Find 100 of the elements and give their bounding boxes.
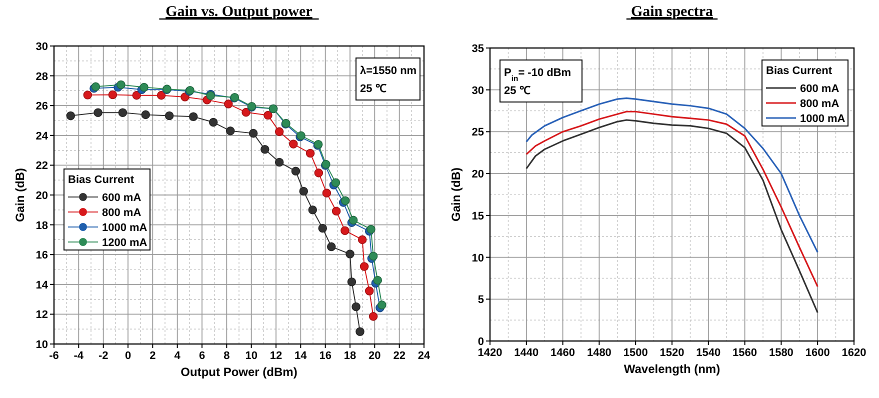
x-tick-label: 10 — [245, 350, 258, 362]
point — [264, 110, 272, 120]
y-tick-label: 24 — [36, 130, 49, 142]
point — [226, 126, 235, 136]
x-axis-title: Wavelength (nm) — [624, 362, 720, 376]
point — [66, 111, 76, 120]
x-tick-label: 22 — [393, 350, 406, 362]
point — [364, 286, 374, 296]
annotation: P$_{in}$= -10 dBm — [504, 67, 572, 82]
x-axis-title: Output Power (dBm) — [180, 365, 298, 379]
point — [332, 206, 341, 216]
point — [322, 188, 332, 198]
point — [116, 80, 126, 90]
point — [373, 276, 382, 285]
point — [346, 250, 354, 258]
y-tick-label: 30 — [36, 41, 48, 53]
annotation: 25 ℃ — [504, 85, 530, 97]
point — [180, 92, 190, 102]
x-tick-label: 24 — [418, 350, 431, 362]
point — [288, 140, 298, 148]
point — [352, 302, 360, 312]
point — [368, 252, 378, 260]
point — [299, 186, 308, 196]
x-tick-label: 1420 — [478, 347, 502, 359]
y-tick-label: 10 — [36, 339, 48, 351]
x-tick-label: 12 — [270, 350, 282, 362]
y-tick-label: 5 — [478, 294, 484, 306]
point — [83, 90, 92, 100]
point — [118, 108, 128, 118]
legend-label: 800 mA — [102, 207, 142, 219]
chart-title: Gain vs. Output power — [166, 4, 313, 20]
legend-label: 1000 mA — [800, 113, 846, 125]
x-tick-label: 2 — [150, 350, 156, 362]
point — [318, 224, 328, 233]
point — [331, 178, 340, 188]
point — [314, 168, 324, 178]
x-tick-label: 1480 — [586, 347, 612, 359]
y-axis-title: Gain (dB) — [449, 168, 463, 222]
x-tick-label: 8 — [224, 350, 230, 362]
y-tick-label: 16 — [36, 250, 48, 262]
x-tick-label: 1520 — [660, 347, 684, 359]
point — [368, 312, 378, 321]
y-tick-label: 10 — [472, 252, 484, 264]
y-tick-label: 12 — [36, 309, 48, 322]
point — [274, 158, 284, 167]
y-tick-label: 26 — [36, 100, 48, 113]
y-axis-title: Gain (dB) — [13, 168, 27, 222]
point — [347, 277, 356, 286]
point — [224, 100, 233, 108]
legend-label: 600 mA — [800, 83, 840, 95]
legend-title: Bias Current — [68, 174, 134, 186]
point — [132, 90, 142, 100]
x-tick-label: 1560 — [732, 347, 758, 359]
point — [260, 145, 270, 154]
x-tick-label: 1500 — [623, 347, 648, 359]
point — [156, 90, 166, 100]
y-tick-label: 30 — [472, 84, 484, 97]
point — [340, 226, 350, 236]
x-tick-label: 6 — [198, 350, 206, 362]
point — [108, 90, 118, 100]
x-tick-label: 14 — [294, 350, 308, 362]
point — [360, 262, 369, 271]
y-tick-label: 14 — [36, 279, 49, 292]
point — [308, 206, 318, 214]
legend-label: 800 mA — [800, 98, 840, 110]
point — [378, 300, 386, 310]
point — [208, 118, 218, 127]
point — [140, 82, 148, 92]
y-tick-label: 22 — [36, 160, 48, 172]
point — [326, 242, 336, 252]
point — [242, 108, 250, 117]
point — [306, 148, 315, 158]
annotation: λ=1550 nm — [360, 65, 417, 77]
chart-title: Gain spectra — [630, 4, 714, 20]
point — [248, 128, 258, 138]
y-tick-label: 20 — [36, 190, 48, 202]
x-tick-label: 1600 — [805, 347, 830, 359]
x-tick-label: 0 — [124, 350, 132, 362]
x-tick-label: 16 — [319, 350, 332, 362]
point — [188, 112, 198, 122]
x-tick-label: -6 — [49, 350, 59, 362]
y-tick-label: 25 — [472, 126, 484, 139]
y-tick-label: 35 — [472, 43, 484, 55]
x-tick-label: 1580 — [768, 347, 794, 359]
y-tick-label: 18 — [36, 220, 48, 232]
point — [358, 235, 367, 244]
x-tick-label: -2 — [98, 350, 108, 362]
x-tick-label: 18 — [344, 350, 356, 362]
x-tick-label: 1440 — [514, 347, 539, 359]
y-tick-label: 20 — [472, 168, 484, 181]
x-tick-label: -4 — [74, 350, 84, 362]
x-tick-label: 1620 — [842, 347, 866, 359]
x-tick-label: 1460 — [550, 347, 576, 359]
x-tick-label: 4 — [174, 350, 182, 362]
legend-label: 1000 mA — [102, 222, 148, 234]
x-tick-label: 20 — [368, 350, 381, 362]
legend-label: 1200 mA — [102, 237, 148, 249]
y-tick-label: 0 — [478, 336, 484, 348]
legend-label: 600 mA — [102, 192, 142, 204]
point — [274, 127, 284, 136]
